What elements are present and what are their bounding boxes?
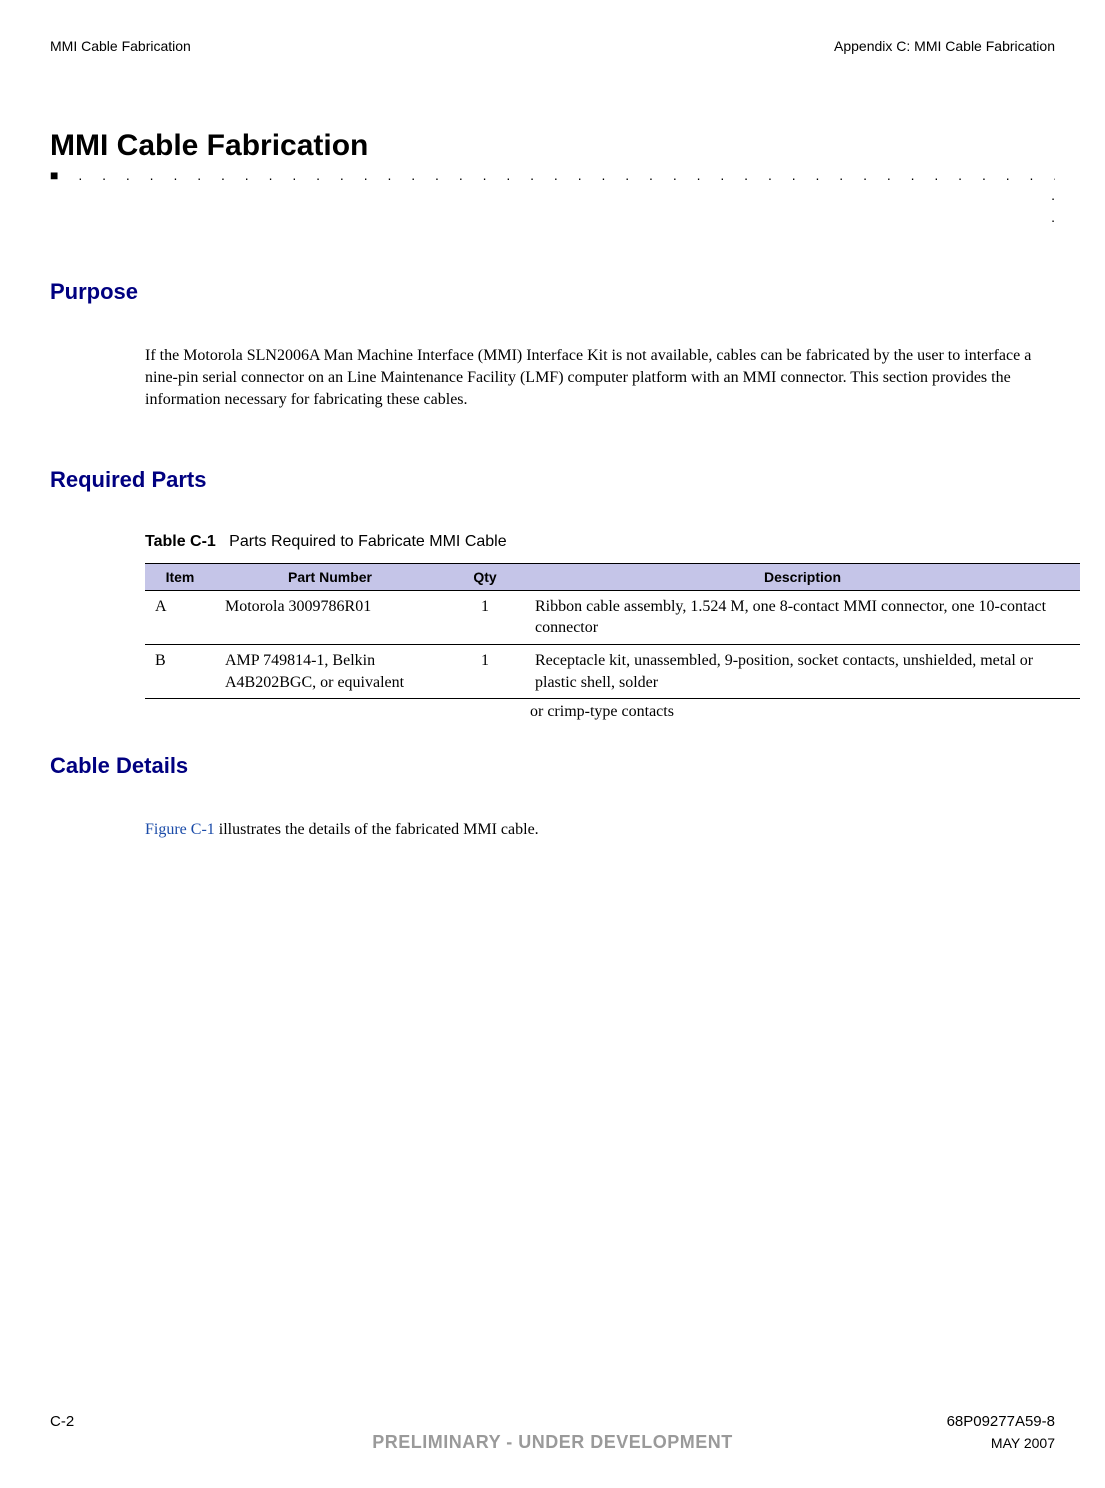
- section-purpose-body: If the Motorola SLN2006A Man Machine Int…: [145, 345, 1035, 412]
- header-right: Appendix C: MMI Cable Fabrication: [834, 38, 1055, 54]
- section-purpose-title: Purpose: [50, 279, 1055, 305]
- cell-item: A: [145, 590, 215, 644]
- section-cable-details-title: Cable Details: [50, 753, 1055, 779]
- section-required-parts-title: Required Parts: [50, 467, 1055, 493]
- footer-date: MAY 2007: [935, 1435, 1055, 1451]
- cable-details-rest: illustrates the details of the fabricate…: [215, 821, 539, 838]
- table-header-desc: Description: [525, 563, 1080, 590]
- dotted-rule-vertical: ..: [50, 184, 1055, 229]
- table-caption: Table C-1 Parts Required to Fabricate MM…: [145, 533, 1055, 551]
- cell-qty: 1: [445, 590, 525, 644]
- footer-row-1: C-2 68P09277A59-8: [50, 1413, 1055, 1430]
- table-header-qty: Qty: [445, 563, 525, 590]
- table-label: Table C-1: [145, 533, 216, 550]
- table-row: B AMP 749814-1, Belkin A4B202BGC, or equ…: [145, 644, 1080, 698]
- header-left: MMI Cable Fabrication: [50, 38, 191, 54]
- table-caption-text: Parts Required to Fabricate MMI Cable: [229, 533, 506, 550]
- footer-preliminary-text: PRELIMINARY - UNDER DEVELOPMENT: [170, 1432, 935, 1453]
- dotted-rule-horizontal: ■ . . . . . . . . . . . . . . . . . . . …: [50, 167, 1055, 184]
- table-header-item: Item: [145, 563, 215, 590]
- page-footer: C-2 68P09277A59-8 PRELIMINARY - UNDER DE…: [50, 1413, 1055, 1453]
- footer-doc-number: 68P09277A59-8: [947, 1413, 1055, 1430]
- figure-reference-link[interactable]: Figure C-1: [145, 821, 215, 838]
- footer-page-number: C-2: [50, 1413, 74, 1430]
- table-header-part: Part Number: [215, 563, 445, 590]
- page-header: MMI Cable Fabrication Appendix C: MMI Ca…: [50, 38, 1055, 54]
- cell-part: Motorola 3009786R01: [215, 590, 445, 644]
- page-title: MMI Cable Fabrication: [50, 129, 1055, 163]
- section-cable-details-body: Figure C-1 illustrates the details of th…: [145, 819, 1035, 841]
- cell-part: AMP 749814-1, Belkin A4B202BGC, or equiv…: [215, 644, 445, 698]
- table-overflow-text: or crimp-type contacts: [530, 701, 1055, 723]
- cell-item: B: [145, 644, 215, 698]
- cell-qty: 1: [445, 644, 525, 698]
- footer-row-2: PRELIMINARY - UNDER DEVELOPMENT MAY 2007: [50, 1432, 1055, 1453]
- cell-desc: Ribbon cable assembly, 1.524 M, one 8-co…: [525, 590, 1080, 644]
- cell-desc: Receptacle kit, unassembled, 9-position,…: [525, 644, 1080, 698]
- table-header-row: Item Part Number Qty Description: [145, 563, 1080, 590]
- table-row: A Motorola 3009786R01 1 Ribbon cable ass…: [145, 590, 1080, 644]
- parts-table: Item Part Number Qty Description A Motor…: [145, 563, 1080, 699]
